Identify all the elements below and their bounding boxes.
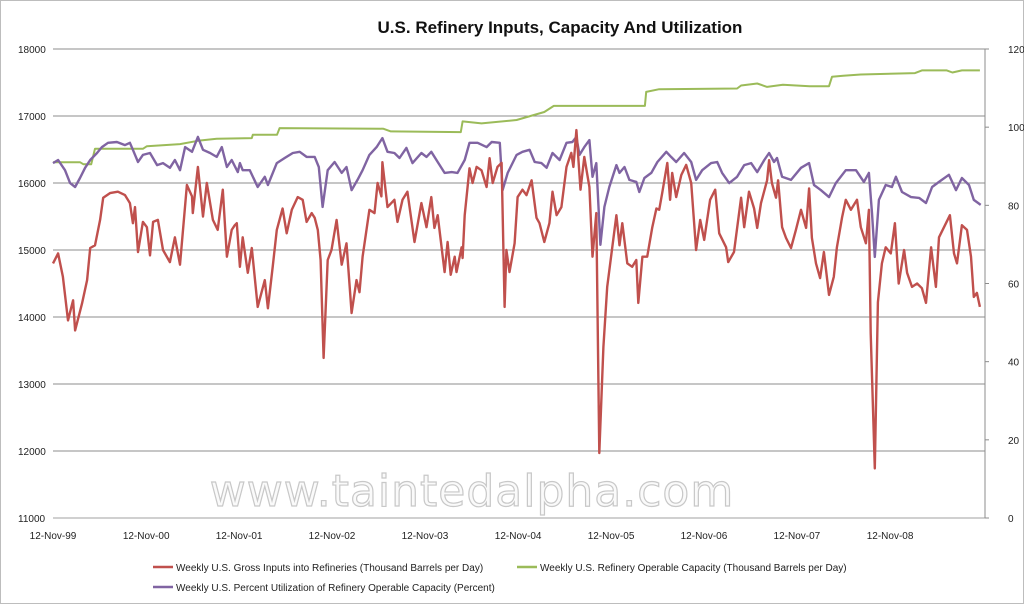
y-right-tick-label: 80 bbox=[1008, 201, 1020, 212]
axes: 11000 12000 13000 14000 15000 16000 17000 18000… bbox=[18, 45, 1024, 542]
legend-label-gross-inputs: Weekly U.S. Gross Inputs into Refineries… bbox=[176, 563, 483, 574]
series-line-utilization bbox=[52, 135, 982, 259]
y-right-tick-label: 0 bbox=[1008, 514, 1014, 525]
y-left-tick-label: 11000 bbox=[18, 514, 46, 525]
y-left-tick-label: 17000 bbox=[18, 112, 46, 123]
x-tick-label: 12-Nov-99 bbox=[30, 531, 77, 542]
y-left-tick-label: 13000 bbox=[18, 380, 46, 391]
y-right-tick-label: 20 bbox=[1008, 436, 1020, 447]
x-tick-label: 12-Nov-02 bbox=[309, 531, 356, 542]
legend-label-capacity: Weekly U.S. Refinery Operable Capacity (… bbox=[540, 563, 847, 574]
y-left-tick-label: 14000 bbox=[18, 313, 46, 324]
y-left-tick-label: 18000 bbox=[18, 45, 46, 56]
x-tick-label: 12-Nov-08 bbox=[867, 531, 914, 542]
watermark: www.taintedalpha.com bbox=[210, 466, 734, 517]
y-left-tick-label: 15000 bbox=[18, 246, 46, 257]
legend-label-utilization: Weekly U.S. Percent Utilization of Refin… bbox=[176, 583, 495, 594]
x-tick-label: 12-Nov-05 bbox=[588, 531, 635, 542]
x-tick-label: 12-Nov-07 bbox=[774, 531, 821, 542]
x-tick-label: 12-Nov-01 bbox=[216, 531, 263, 542]
series-lines bbox=[51, 69, 982, 470]
y-left-tick-label: 16000 bbox=[18, 179, 46, 190]
x-tick-label: 12-Nov-04 bbox=[495, 531, 542, 542]
legend: Weekly U.S. Gross Inputs into Refineries… bbox=[153, 563, 847, 594]
gridlines bbox=[53, 48, 985, 519]
chart-title: U.S. Refinery Inputs, Capacity And Utili… bbox=[378, 18, 743, 37]
y-right-tick-label: 120 bbox=[1008, 45, 1024, 56]
series-line-capacity bbox=[53, 69, 980, 166]
y-left-tick-label: 12000 bbox=[18, 447, 46, 458]
series-line-gross-inputs bbox=[51, 128, 982, 470]
x-tick-label: 12-Nov-06 bbox=[681, 531, 728, 542]
x-tick-label: 12-Nov-00 bbox=[123, 531, 170, 542]
x-tick-label: 12-Nov-03 bbox=[402, 531, 449, 542]
y-right-tick-label: 40 bbox=[1008, 358, 1020, 369]
y-right-tick-label: 60 bbox=[1008, 280, 1020, 291]
y-right-tick-label: 100 bbox=[1008, 123, 1024, 134]
